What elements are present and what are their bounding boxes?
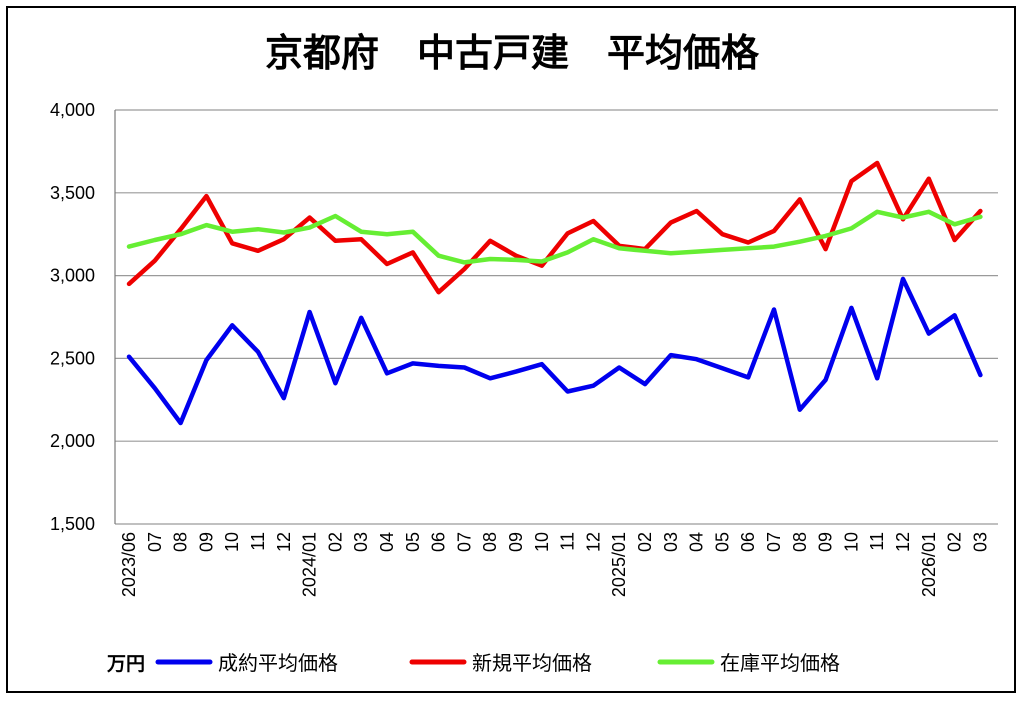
x-tick-label: 11 xyxy=(867,532,887,551)
series-line xyxy=(126,160,983,295)
x-tick-label: 11 xyxy=(558,532,578,551)
x-tick-label: 05 xyxy=(712,532,732,552)
x-tick-label: 10 xyxy=(841,532,861,552)
x-tick-label: 08 xyxy=(480,532,500,552)
y-tick-label: 2,500 xyxy=(50,348,95,368)
x-tick-label: 12 xyxy=(583,532,603,552)
x-tick-label: 12 xyxy=(893,532,913,552)
y-tick-label: 3,000 xyxy=(50,266,95,286)
x-tick-label: 04 xyxy=(377,532,397,552)
x-tick-label: 05 xyxy=(403,532,423,552)
x-tick-label: 02 xyxy=(325,532,345,552)
chart-title: 京都府 中古戸建 平均価格 xyxy=(265,31,760,75)
legend: 成約平均価格 新規平均価格 在庫平均価格 xyxy=(155,651,840,675)
x-tick-label: 07 xyxy=(145,532,165,552)
x-tick-label: 12 xyxy=(274,532,294,552)
series-line xyxy=(126,209,983,265)
y-axis-ticks: 1,500 2,000 2,500 3,000 3,500 4,000 xyxy=(50,100,95,534)
x-tick-label: 03 xyxy=(661,532,681,552)
y-tick-label: 1,500 xyxy=(50,514,95,534)
gridlines xyxy=(114,109,998,525)
x-tick-label: 2026/01 xyxy=(919,532,939,597)
y-tick-label: 4,000 xyxy=(50,100,95,120)
x-axis-ticks: 2023/06 07 08 09 10 11 12 2024/01 02 03 04 05 06 07 08… xyxy=(119,532,990,597)
x-tick-label: 2025/01 xyxy=(609,532,629,597)
x-tick-label: 09 xyxy=(506,532,526,552)
x-tick-label: 07 xyxy=(764,532,784,552)
x-tick-label: 04 xyxy=(687,532,707,552)
x-tick-label: 10 xyxy=(222,532,242,552)
series-line xyxy=(126,276,983,426)
x-tick-label: 06 xyxy=(429,532,449,552)
series-lines xyxy=(126,160,983,426)
x-tick-label: 10 xyxy=(532,532,552,552)
legend-label: 在庫平均価格 xyxy=(720,651,840,675)
x-tick-label: 02 xyxy=(945,532,965,552)
x-tick-label: 07 xyxy=(454,532,474,552)
y-tick-label: 2,000 xyxy=(50,431,95,451)
legend-label: 成約平均価格 xyxy=(218,651,338,675)
x-tick-label: 06 xyxy=(738,532,758,552)
x-tick-label: 09 xyxy=(196,532,216,552)
x-tick-label: 09 xyxy=(816,532,836,552)
x-tick-label: 03 xyxy=(351,532,371,552)
x-tick-label: 02 xyxy=(635,532,655,552)
y-tick-label: 3,500 xyxy=(50,183,95,203)
x-tick-label: 08 xyxy=(790,532,810,552)
legend-label: 新規平均価格 xyxy=(472,651,592,675)
x-tick-label: 08 xyxy=(171,532,191,552)
x-tick-label: 2024/01 xyxy=(300,532,320,597)
x-tick-label: 03 xyxy=(970,532,990,552)
chart-frame xyxy=(6,6,1016,693)
unit-label: 万円 xyxy=(106,653,145,675)
x-tick-label: 11 xyxy=(248,532,268,551)
x-tick-label: 2023/06 xyxy=(119,532,139,597)
